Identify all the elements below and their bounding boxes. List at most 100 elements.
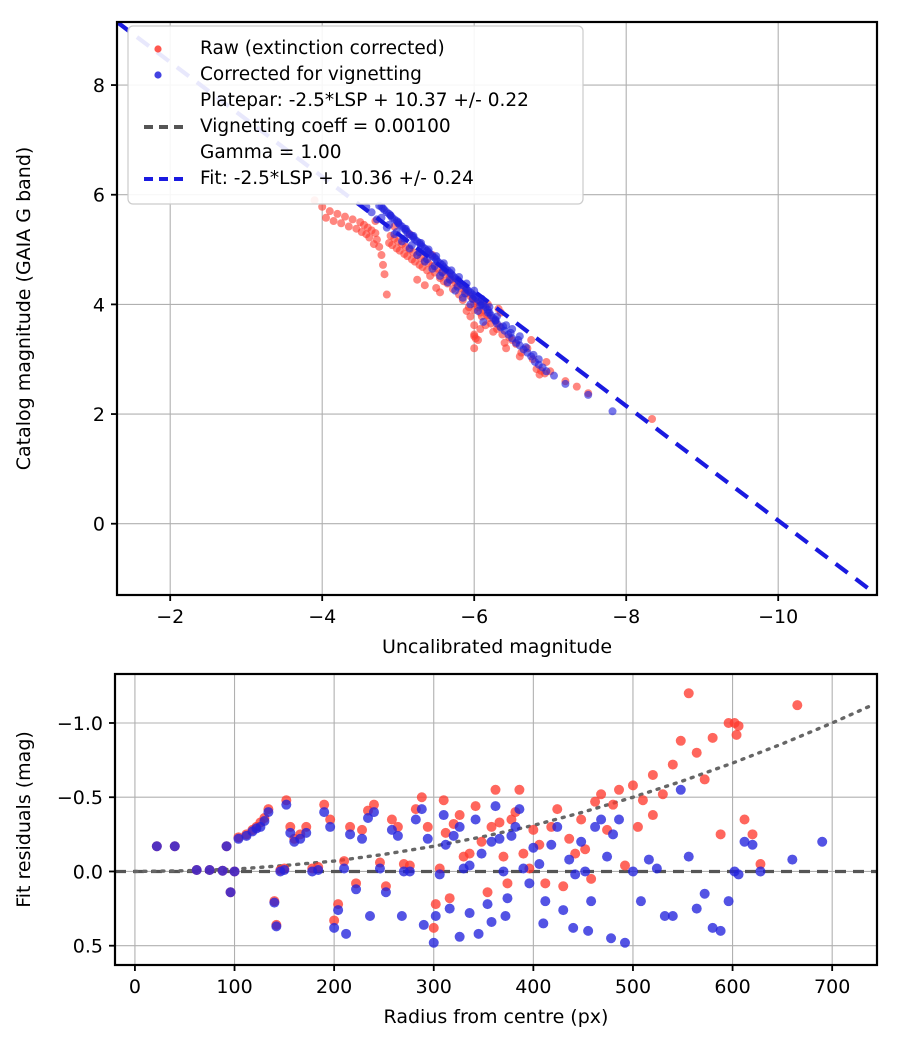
x-tick-label: −2: [156, 606, 184, 628]
y-tick-label: 8: [93, 75, 105, 97]
data-point: [506, 830, 517, 841]
data-point: [447, 266, 456, 275]
data-point: [333, 905, 344, 916]
data-point: [319, 807, 330, 818]
data-point: [318, 202, 327, 211]
y-tick-label: −1.0: [57, 713, 103, 735]
data-point: [552, 804, 563, 815]
x-tick-label: 300: [416, 976, 452, 998]
data-point: [416, 792, 427, 803]
data-point: [558, 905, 569, 916]
data-point: [368, 807, 379, 818]
data-point: [715, 829, 726, 840]
data-point: [490, 784, 501, 795]
data-point: [596, 789, 607, 800]
data-point: [377, 251, 386, 260]
data-point: [462, 306, 471, 315]
data-point: [401, 224, 410, 233]
data-point: [491, 315, 500, 324]
data-point: [319, 799, 330, 810]
data-point: [550, 371, 558, 380]
data-point: [564, 833, 575, 844]
data-point: [356, 218, 365, 227]
x-tick-label: 0: [129, 976, 141, 998]
data-point: [404, 866, 415, 877]
data-point: [515, 352, 524, 361]
data-point: [443, 278, 452, 287]
data-point: [518, 863, 529, 874]
data-point: [699, 888, 710, 899]
legend-marker-1: [154, 71, 162, 79]
data-point: [470, 286, 479, 295]
data-point: [479, 317, 488, 326]
y-tick-label: 0.5: [73, 936, 103, 958]
data-point: [596, 814, 607, 825]
data-point: [558, 881, 569, 892]
data-point: [739, 814, 750, 825]
data-layer: [115, 688, 877, 948]
data-point: [502, 893, 513, 904]
data-point: [466, 300, 475, 309]
data-point: [733, 869, 744, 880]
data-point: [608, 799, 619, 810]
data-point: [755, 859, 766, 870]
data-point: [608, 407, 617, 416]
data-point: [606, 933, 617, 944]
data-point: [540, 896, 551, 907]
data-point: [659, 911, 670, 922]
axes-frame: [115, 20, 879, 597]
data-point: [498, 866, 509, 877]
data-point: [470, 801, 481, 812]
data-point: [444, 903, 455, 914]
data-point: [367, 208, 376, 217]
data-point: [494, 833, 505, 844]
y-axis-label: Catalog magnitude (GAIA G band): [13, 147, 35, 471]
data-point: [723, 896, 734, 907]
data-point: [528, 824, 539, 835]
data-point: [259, 815, 270, 826]
data-point: [344, 222, 353, 231]
legend-label-3: Fit: -2.5*LSP + 10.36 +/- 0.24: [200, 168, 474, 189]
data-point: [580, 866, 591, 877]
legend-background: [127, 25, 584, 205]
data-point: [428, 264, 437, 273]
data-point: [494, 817, 505, 828]
data-point: [755, 866, 766, 877]
data-point: [229, 866, 240, 877]
data-point: [580, 844, 591, 855]
data-point: [590, 821, 601, 832]
data-point: [506, 814, 517, 825]
data-point: [576, 836, 587, 847]
data-point: [337, 219, 346, 228]
data-point: [339, 863, 350, 874]
data-point: [444, 893, 455, 904]
data-point: [413, 251, 422, 260]
data-point: [648, 414, 657, 423]
data-point: [486, 836, 497, 847]
data-point: [440, 839, 451, 850]
data-point: [474, 306, 482, 315]
data-point: [322, 213, 330, 222]
data-point: [747, 839, 758, 850]
x-tick-label: 600: [714, 976, 750, 998]
data-point: [392, 830, 403, 841]
data-point: [386, 211, 395, 220]
data-point: [632, 821, 643, 832]
data-point: [410, 814, 421, 825]
data-point: [432, 252, 441, 261]
data-point: [440, 827, 451, 838]
data-point: [325, 207, 334, 216]
data-point: [627, 780, 638, 791]
data-point: [608, 829, 619, 840]
data-point: [586, 896, 597, 907]
data-point: [683, 851, 694, 862]
data-point: [476, 836, 487, 847]
data-point: [792, 700, 803, 711]
x-tick-label: −8: [612, 606, 640, 628]
legend-label-2: Gamma = 1.00: [200, 142, 342, 163]
legend: Raw (extinction corrected) Corrected for …: [127, 25, 584, 205]
data-point: [348, 215, 357, 224]
data-point: [368, 799, 379, 810]
data-point: [269, 897, 280, 908]
